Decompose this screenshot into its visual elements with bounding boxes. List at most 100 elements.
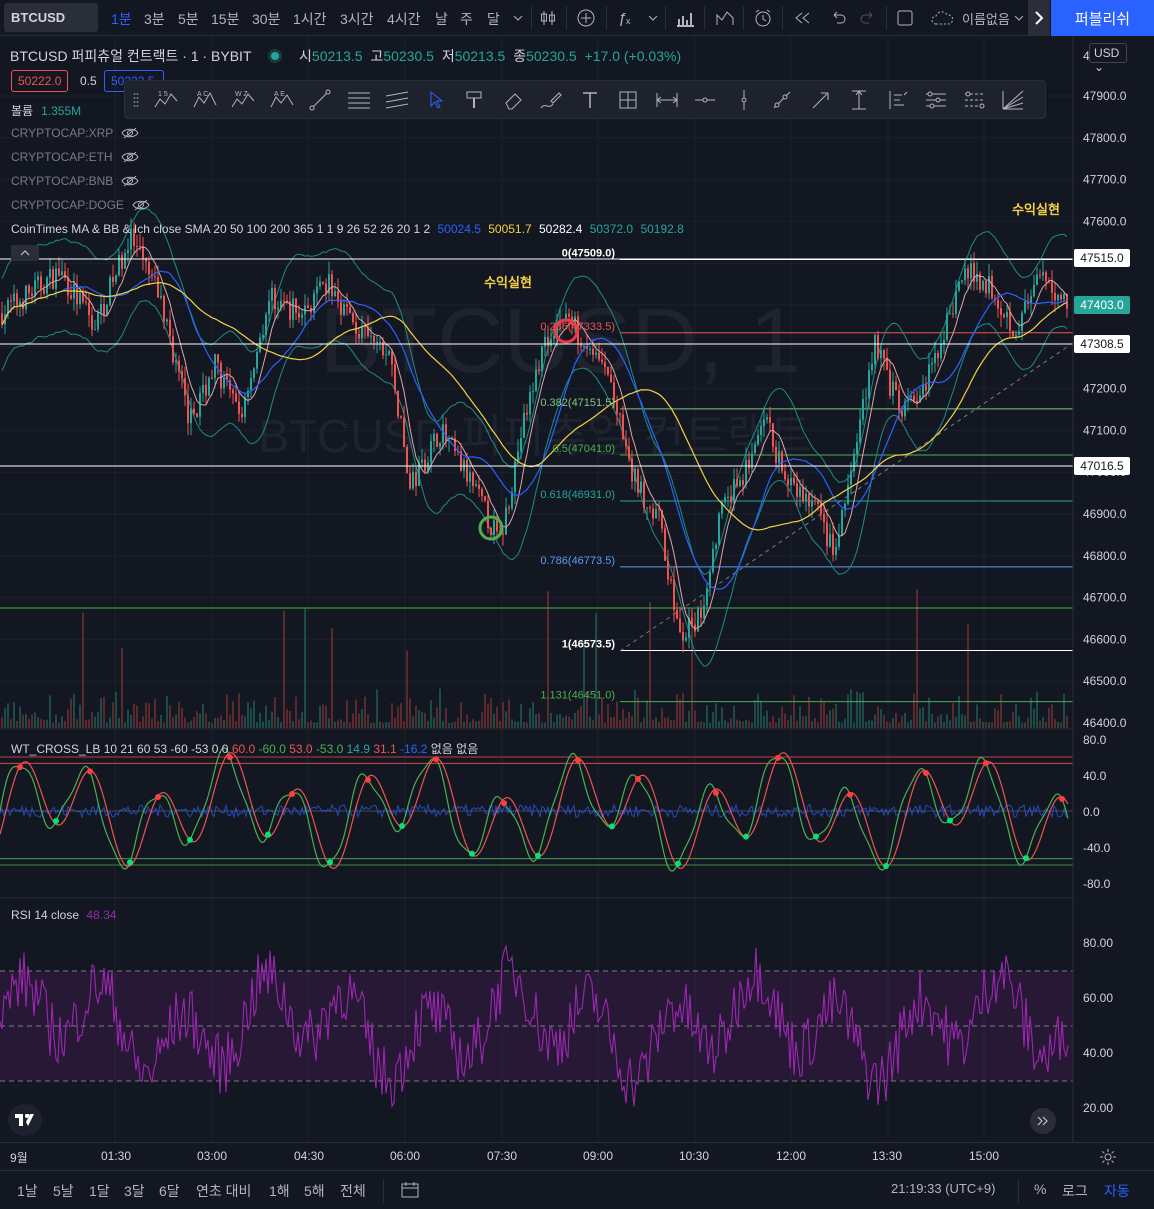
interval-month[interactable]: 달 bbox=[487, 11, 500, 27]
wt-cross-dot bbox=[155, 794, 161, 801]
range-ytd[interactable]: 연초 대비 bbox=[196, 1183, 252, 1199]
rsi-legend[interactable]: RSI 14 close 48.34 bbox=[11, 908, 117, 922]
interval-1h[interactable]: 1시간 bbox=[293, 11, 327, 27]
long-position-icon[interactable] bbox=[879, 80, 918, 119]
financials-icon[interactable] bbox=[673, 0, 697, 36]
overlay-doge[interactable]: CRYPTOCAP:DOGE bbox=[11, 198, 150, 212]
trend-line-icon[interactable] bbox=[301, 80, 340, 119]
main-chart[interactable]: BTCUSD, 1 BTCUSD 퍼피츄얼 컨트랙트 80.040.00.0-4… bbox=[0, 0, 1154, 1142]
eraser-icon[interactable] bbox=[494, 80, 533, 119]
range-3m[interactable]: 3달 bbox=[124, 1183, 145, 1199]
tradingview-logo[interactable] bbox=[8, 1104, 42, 1136]
horizontal-ray-icon[interactable] bbox=[686, 80, 725, 119]
volume-bar bbox=[760, 700, 762, 728]
elliott-correction-icon[interactable]: A C bbox=[186, 80, 225, 119]
eye-off-icon[interactable] bbox=[121, 174, 139, 188]
interval-30m[interactable]: 30분 bbox=[252, 11, 281, 27]
candle-body bbox=[271, 287, 273, 301]
candle-body bbox=[985, 280, 987, 294]
interval-3m[interactable]: 3분 bbox=[144, 11, 165, 27]
volume-bar bbox=[208, 721, 210, 728]
settings-gear-icon[interactable] bbox=[1099, 1148, 1117, 1166]
price-range-icon[interactable] bbox=[840, 80, 879, 119]
interval-week[interactable]: 주 bbox=[460, 11, 473, 27]
range-1d[interactable]: 1날 bbox=[17, 1183, 38, 1199]
vertical-line-icon[interactable] bbox=[725, 80, 764, 119]
overlay-bnb[interactable]: CRYPTOCAP:BNB bbox=[11, 174, 139, 188]
sell-price-box[interactable]: 50222.0 bbox=[11, 70, 69, 92]
redo-icon[interactable] bbox=[856, 0, 880, 36]
volume-bar bbox=[238, 693, 240, 728]
auto-toggle[interactable]: 자동 bbox=[1104, 1183, 1130, 1199]
chevron-down-icon[interactable] bbox=[645, 0, 661, 36]
collapse-legend-button[interactable] bbox=[11, 245, 39, 261]
range-5y[interactable]: 5해 bbox=[304, 1183, 325, 1199]
cursor-arrow-icon[interactable] bbox=[417, 80, 456, 119]
candle-type-icon[interactable] bbox=[536, 0, 560, 36]
publish-button[interactable]: 퍼블리쉬 bbox=[1051, 0, 1154, 36]
time-axis[interactable]: 9월 01:30 03:00 04:30 06:00 07:30 09:00 1… bbox=[0, 1142, 1154, 1168]
candle-body bbox=[82, 292, 84, 302]
elliott-triangle-icon[interactable]: A E bbox=[263, 80, 302, 119]
eye-off-icon[interactable] bbox=[121, 126, 139, 140]
interval-1m[interactable]: 1분 bbox=[111, 11, 132, 27]
fib-fan-icon[interactable] bbox=[994, 80, 1033, 119]
elliott-wxyz-icon[interactable]: W Z bbox=[224, 80, 263, 119]
chevron-down-icon[interactable] bbox=[1012, 0, 1026, 36]
date-range-icon[interactable] bbox=[648, 80, 687, 119]
expand-panel-button[interactable] bbox=[1028, 0, 1050, 36]
chevron-down-icon[interactable] bbox=[510, 0, 526, 36]
interval-4h[interactable]: 4시간 bbox=[387, 11, 421, 27]
volume-bar bbox=[1021, 722, 1023, 728]
pitchfork-icon[interactable] bbox=[917, 80, 956, 119]
range-all[interactable]: 전체 bbox=[340, 1183, 366, 1199]
candle-body bbox=[367, 326, 369, 337]
range-6m[interactable]: 6달 bbox=[159, 1183, 180, 1199]
channel-icon[interactable] bbox=[378, 80, 417, 119]
overlay-eth[interactable]: CRYPTOCAP:ETH bbox=[11, 150, 139, 164]
undo-icon[interactable] bbox=[826, 0, 850, 36]
save-layout-button[interactable]: 이름없음 bbox=[930, 6, 1026, 30]
arrow-tool-icon[interactable] bbox=[802, 80, 841, 119]
log-toggle[interactable]: 로그 bbox=[1062, 1183, 1088, 1199]
interval-3h[interactable]: 3시간 bbox=[340, 11, 374, 27]
clock-timezone[interactable]: 21:19:33 (UTC+9) bbox=[891, 1181, 996, 1196]
replay-icon[interactable] bbox=[790, 0, 814, 36]
templates-icon[interactable] bbox=[713, 0, 737, 36]
brush-icon[interactable] bbox=[455, 80, 494, 119]
candle-body bbox=[883, 349, 885, 359]
currency-select[interactable]: USD ⌄ bbox=[1089, 43, 1127, 74]
ray-icon[interactable] bbox=[763, 80, 802, 119]
symbol-search[interactable]: BTCUSD bbox=[4, 3, 98, 32]
eye-off-icon[interactable] bbox=[132, 198, 150, 212]
layout-icon[interactable] bbox=[893, 0, 917, 36]
percent-toggle[interactable]: % bbox=[1034, 1181, 1047, 1197]
range-1y[interactable]: 1해 bbox=[269, 1183, 290, 1199]
volume-bar bbox=[802, 716, 804, 728]
interval-15m[interactable]: 15분 bbox=[211, 11, 240, 27]
ma-legend[interactable]: CoinTimes MA & BB & Ich close SMA 20 50 … bbox=[11, 222, 684, 236]
volume-bar bbox=[871, 720, 873, 728]
eye-off-icon[interactable] bbox=[120, 150, 139, 164]
go-to-date-icon[interactable] bbox=[400, 1181, 420, 1199]
candle-body bbox=[403, 417, 405, 447]
gann-box-icon[interactable] bbox=[956, 80, 995, 119]
candle-body bbox=[751, 453, 753, 469]
alert-clock-icon[interactable] bbox=[751, 0, 775, 36]
candle-body bbox=[436, 433, 438, 447]
interval-day[interactable]: 날 bbox=[435, 11, 448, 27]
wt-legend[interactable]: WT_CROSS_LB 10 21 60 53 -60 -53 0.0 60.0… bbox=[11, 742, 479, 756]
pen-icon[interactable] bbox=[532, 80, 571, 119]
interval-5m[interactable]: 5분 bbox=[178, 11, 199, 27]
range-1m[interactable]: 1달 bbox=[89, 1183, 110, 1199]
elliott-impulse-icon[interactable]: 1 5 bbox=[147, 80, 186, 119]
text-tool-icon[interactable] bbox=[571, 80, 610, 119]
compare-plus-icon[interactable] bbox=[574, 0, 598, 36]
crop-measure-icon[interactable] bbox=[609, 80, 648, 119]
overlay-xrp[interactable]: CRYPTOCAP:XRP bbox=[11, 126, 139, 140]
horizontal-lines-icon[interactable] bbox=[340, 80, 379, 119]
scroll-to-latest-button[interactable] bbox=[1030, 1108, 1056, 1134]
drag-handle-icon[interactable] bbox=[125, 80, 147, 119]
range-5d[interactable]: 5날 bbox=[53, 1183, 74, 1199]
